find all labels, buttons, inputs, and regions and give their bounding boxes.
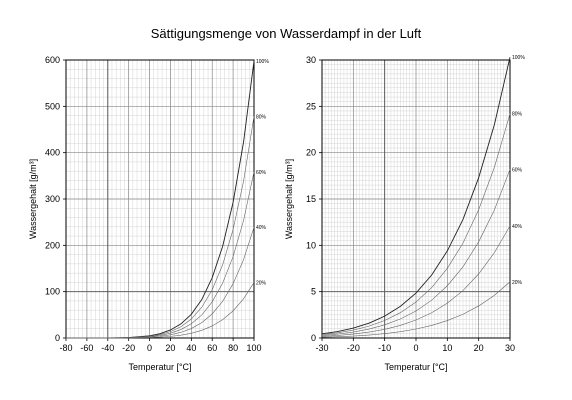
y-tick-label: 15 xyxy=(306,194,316,204)
y-tick-label: 600 xyxy=(45,55,60,65)
x-tick-label: 0 xyxy=(147,343,152,353)
series-label: 20% xyxy=(256,281,267,287)
x-tick-label: 100 xyxy=(246,343,261,353)
series-line-60pct xyxy=(321,169,511,336)
x-tick-label: 40 xyxy=(186,343,196,353)
y-tick-label: 10 xyxy=(306,240,316,250)
x-tick-label: 10 xyxy=(442,343,452,353)
y-axis-label: Wassergehalt [g/m³] xyxy=(28,159,38,239)
y-tick-label: 5 xyxy=(311,287,316,297)
figure-title: Sättigungsmenge von Wasserdampf in der L… xyxy=(150,26,422,41)
series-label: 60% xyxy=(256,170,267,176)
series-line-100pct xyxy=(321,57,511,335)
x-tick-label: 60 xyxy=(207,343,217,353)
y-tick-label: 30 xyxy=(306,55,316,65)
y-tick-label: 20 xyxy=(306,148,316,158)
y-tick-label: 100 xyxy=(45,287,60,297)
x-tick-label: -10 xyxy=(378,343,391,353)
series-label: 20% xyxy=(512,280,523,286)
series-line-20pct xyxy=(66,282,255,339)
x-axis-label: Temperatur [°C] xyxy=(128,362,191,372)
x-tick-label: 0 xyxy=(413,343,418,353)
y-tick-label: 300 xyxy=(45,194,60,204)
y-tick-label: 500 xyxy=(45,101,60,111)
y-tick-label: 400 xyxy=(45,148,60,158)
series-label: 80% xyxy=(512,112,523,118)
y-axis-label: Wassergehalt [g/m³] xyxy=(284,159,294,239)
y-tick-label: 0 xyxy=(55,333,60,343)
series-line-80pct xyxy=(321,113,511,335)
series-label: 80% xyxy=(256,114,267,120)
x-tick-label: 20 xyxy=(165,343,175,353)
x-tick-label: -40 xyxy=(101,343,114,353)
series-label: 100% xyxy=(256,59,269,65)
series-line-40pct xyxy=(321,225,511,337)
x-tick-label: -20 xyxy=(347,343,360,353)
y-tick-label: 0 xyxy=(311,333,316,343)
x-tick-label: -20 xyxy=(122,343,135,353)
series-label: 60% xyxy=(512,167,523,173)
x-tick-label: -30 xyxy=(315,343,328,353)
x-tick-label: 20 xyxy=(474,343,484,353)
y-tick-label: 25 xyxy=(306,101,316,111)
x-tick-label: 80 xyxy=(228,343,238,353)
y-tick-label: 200 xyxy=(45,240,60,250)
series-label: 40% xyxy=(256,225,267,231)
x-axis-label: Temperatur [°C] xyxy=(384,362,447,372)
x-tick-label: 30 xyxy=(505,343,515,353)
x-tick-label: -60 xyxy=(80,343,93,353)
series-line-20pct xyxy=(321,281,511,338)
series-label: 40% xyxy=(512,224,523,230)
x-tick-label: -80 xyxy=(59,343,72,353)
series-label: 100% xyxy=(512,55,525,61)
